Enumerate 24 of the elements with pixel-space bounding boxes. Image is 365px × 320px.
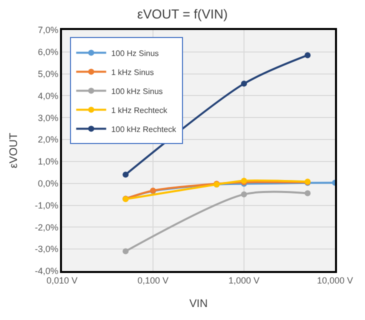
y-tick-label: -3,0% [34, 244, 58, 254]
y-tick-label: 1,0% [38, 156, 58, 167]
legend-label: 1 kHz Rechteck [111, 106, 168, 115]
y-tick-label: 6,0% [38, 47, 58, 58]
chart-title: εVOUT = f(VIN) [137, 6, 228, 22]
y-tick-label: 2,0% [38, 134, 58, 145]
y-tick-label: -2,0% [34, 222, 58, 232]
y-tick-label: 5,0% [38, 68, 58, 79]
x-axis-title: VIN [189, 298, 208, 310]
y-tick-label: -1,0% [34, 200, 58, 210]
y-tick-label: 0,0% [38, 178, 58, 189]
x-tick-label: 1,000 V [228, 276, 260, 286]
legend-label: 1 kHz Sinus [111, 68, 154, 77]
y-tick-label: -4,0% [34, 266, 58, 276]
y-tick-label: 4,0% [38, 90, 58, 101]
legend-label: 100 Hz Sinus [111, 48, 159, 58]
legend-label: 100 kHz Rechteck [111, 124, 178, 134]
legend-label: 100 kHz Sinus [111, 86, 163, 96]
y-axis-title: εVOUT [8, 132, 20, 168]
x-tick-label: 10,000 V [316, 276, 354, 286]
y-tick-label: 7,0% [38, 25, 58, 36]
y-tick-label: 3,0% [38, 112, 58, 123]
x-tick-label: 0,100 V [137, 276, 169, 286]
x-tick-label: 0,010 V [46, 276, 78, 286]
